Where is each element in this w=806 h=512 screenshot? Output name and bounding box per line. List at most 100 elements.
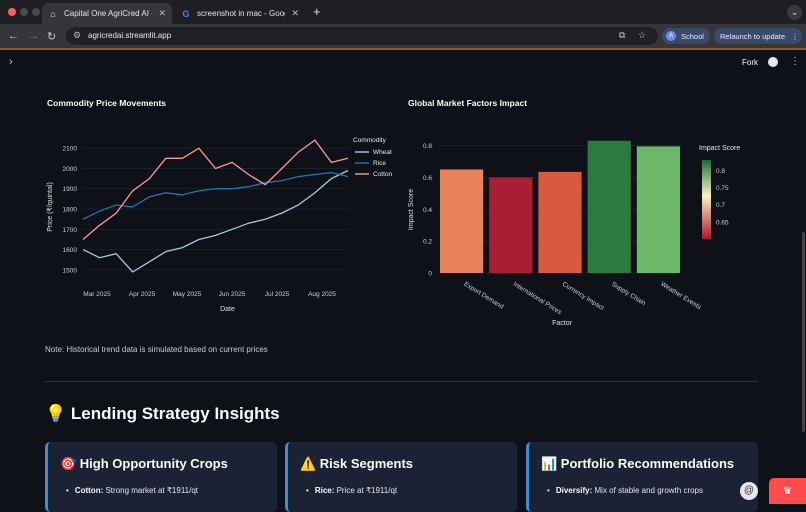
y-tick-label: 0.8 <box>423 143 432 150</box>
relaunch-label: Relaunch to update <box>720 31 786 41</box>
bar-international-prices <box>489 177 533 273</box>
bar-weather-events <box>636 146 680 273</box>
maximize-window-button[interactable] <box>32 8 40 16</box>
profile-button[interactable]: A School <box>662 28 710 44</box>
card-item-text: Mix of stable and growth crops <box>592 486 704 495</box>
x-axis-label: Date <box>220 306 235 313</box>
card-title: 📊 Portfolio Recommendations <box>541 456 735 471</box>
app-header: › Fork ⋮ <box>0 50 806 74</box>
bar-export-demand <box>440 169 484 273</box>
address-bar[interactable]: ⚙ agricredai.streamlit.app ⧉ ☆ <box>66 27 658 45</box>
commodity-price-chart[interactable]: 1500 1600 1700 1800 1900 2000 2100 Mar 2025 Apr … <box>40 128 400 318</box>
minimize-window-button[interactable] <box>20 8 28 16</box>
tab-agricred[interactable]: ⌂ Capital One AgriCred AI - Agr ✕ <box>42 3 172 24</box>
colorbar-tick-label: 0.8 <box>716 168 725 175</box>
card-item: • Diversify: Mix of stable and growth cro… <box>547 486 703 495</box>
url-text: agricredai.streamlit.app <box>88 31 172 40</box>
x-tick-label: Aug 2025 <box>308 291 336 298</box>
bullet: • <box>306 486 309 495</box>
relaunch-button[interactable]: Relaunch to update ⋮ <box>714 28 802 44</box>
y-tick-label: 2100 <box>63 146 78 153</box>
tab-search-button[interactable]: ⌄ <box>787 5 802 20</box>
more-options-icon: ⋮ <box>791 31 799 41</box>
legend-title: Commodity <box>353 137 387 144</box>
colorbar-tick-label: 0.65 <box>716 219 729 226</box>
y-tick-label: 2000 <box>63 166 78 173</box>
section-divider <box>45 381 758 382</box>
page-scrollbar[interactable] <box>802 232 805 432</box>
x-tick-label: May 2025 <box>173 291 202 298</box>
y-tick-label: 0.2 <box>423 239 432 246</box>
x-tick-label: Mar 2025 <box>83 291 111 298</box>
card-item-text: Price at ₹1911/qt <box>334 486 398 495</box>
y-tick-label: 0 <box>428 271 432 278</box>
series-line-rice <box>82 171 349 220</box>
tab-title: screenshot in mac - Google S <box>197 9 285 18</box>
x-tick-label: International Prices <box>512 281 564 317</box>
colorbar-tick-label: 0.7 <box>716 202 725 209</box>
market-factors-chart[interactable]: 0 0.2 0.4 0.6 0.8 Export Demand International … <box>400 128 760 338</box>
x-axis-label: Factor <box>552 320 573 327</box>
y-tick-label: 0.4 <box>423 207 432 214</box>
github-icon[interactable] <box>768 57 778 67</box>
x-tick-label: Export Demand <box>463 281 505 311</box>
x-tick-label: Supply Chain <box>610 281 647 308</box>
right-chart-title: Global Market Factors Impact <box>408 98 528 108</box>
card-title: ⚠️ Risk Segments <box>300 456 414 471</box>
card-item: • Rice: Price at ₹1911/qt <box>306 486 397 495</box>
x-tick-label: Jun 2025 <box>219 291 246 298</box>
install-app-icon[interactable]: ⧉ <box>619 30 626 40</box>
back-icon[interactable]: ← <box>8 30 19 42</box>
y-tick-label: 1700 <box>63 227 78 234</box>
bullet: • <box>66 486 69 495</box>
bar-currency-impact <box>538 171 582 273</box>
tab-title: Capital One AgriCred AI - Agr <box>64 9 152 18</box>
y-axis-label: Price (₹/quintal) <box>46 182 54 232</box>
forward-icon[interactable]: → <box>28 30 39 42</box>
reload-icon[interactable]: ↻ <box>47 31 57 43</box>
y-axis-label: Impact Score <box>408 189 415 230</box>
close-tab-icon[interactable]: ✕ <box>291 8 299 18</box>
card-item-text: Strong market at ₹1911/qt <box>103 486 199 495</box>
card-item-key: Cotton: <box>74 486 104 495</box>
x-tick-label: Apr 2025 <box>129 291 156 298</box>
main-menu-icon[interactable]: ⋮ <box>790 56 800 67</box>
fork-button[interactable]: Fork <box>742 58 758 67</box>
browser-tab-bar: ⌂ Capital One AgriCred AI - Agr ✕ G scre… <box>0 0 806 24</box>
close-window-button[interactable] <box>8 8 16 16</box>
tab-google-search[interactable]: G screenshot in mac - Google S ✕ <box>175 3 305 24</box>
avatar: A <box>666 31 676 41</box>
card-item-key: Rice: <box>314 486 335 495</box>
y-tick-label: 1900 <box>63 186 78 193</box>
crown-icon[interactable]: ♛ <box>769 478 806 504</box>
card-risk-segments: ⚠️ Risk Segments • Rice: Price at ₹1911/q… <box>285 442 517 512</box>
spiral-icon[interactable]: @ <box>740 482 758 500</box>
bullet: • <box>547 486 550 495</box>
y-tick-label: 0.6 <box>423 175 432 182</box>
bar-supply-chain <box>587 140 631 273</box>
y-tick-label: 1800 <box>63 207 78 214</box>
home-icon: ⌂ <box>50 8 56 19</box>
section-title: 💡 Lending Strategy Insights <box>45 404 280 423</box>
profile-label: School <box>681 31 704 41</box>
chart-note: Note: Historical trend data is simulated… <box>45 345 268 354</box>
chevron-right-icon[interactable]: › <box>9 56 13 68</box>
site-info-icon[interactable]: ⚙ <box>73 30 82 40</box>
x-tick-label: Currency Impact <box>561 281 605 312</box>
bookmark-star-icon[interactable]: ☆ <box>638 30 647 40</box>
card-high-opportunity: 🎯 High Opportunity Crops • Cotton: Strong… <box>45 442 277 512</box>
legend-label: Cotton <box>373 171 393 178</box>
card-item: • Cotton: Strong market at ₹1911/qt <box>66 486 198 495</box>
card-item-key: Diversify: <box>555 486 593 495</box>
x-tick-label: Weather Events <box>659 281 702 312</box>
new-tab-button[interactable]: + <box>313 4 321 19</box>
close-tab-icon[interactable]: ✕ <box>158 8 166 18</box>
card-portfolio-recommendations: 📊 Portfolio Recommendations • Diversify: … <box>526 442 758 512</box>
colorbar-title: Impact Score <box>699 145 740 152</box>
x-tick-label: Jul 2025 <box>265 291 290 298</box>
y-tick-label: 1600 <box>63 247 78 254</box>
series-line-wheat <box>82 169 349 273</box>
colorbar-tick-label: 0.75 <box>716 185 729 192</box>
card-title: 🎯 High Opportunity Crops <box>60 456 228 471</box>
colorbar <box>702 160 711 239</box>
